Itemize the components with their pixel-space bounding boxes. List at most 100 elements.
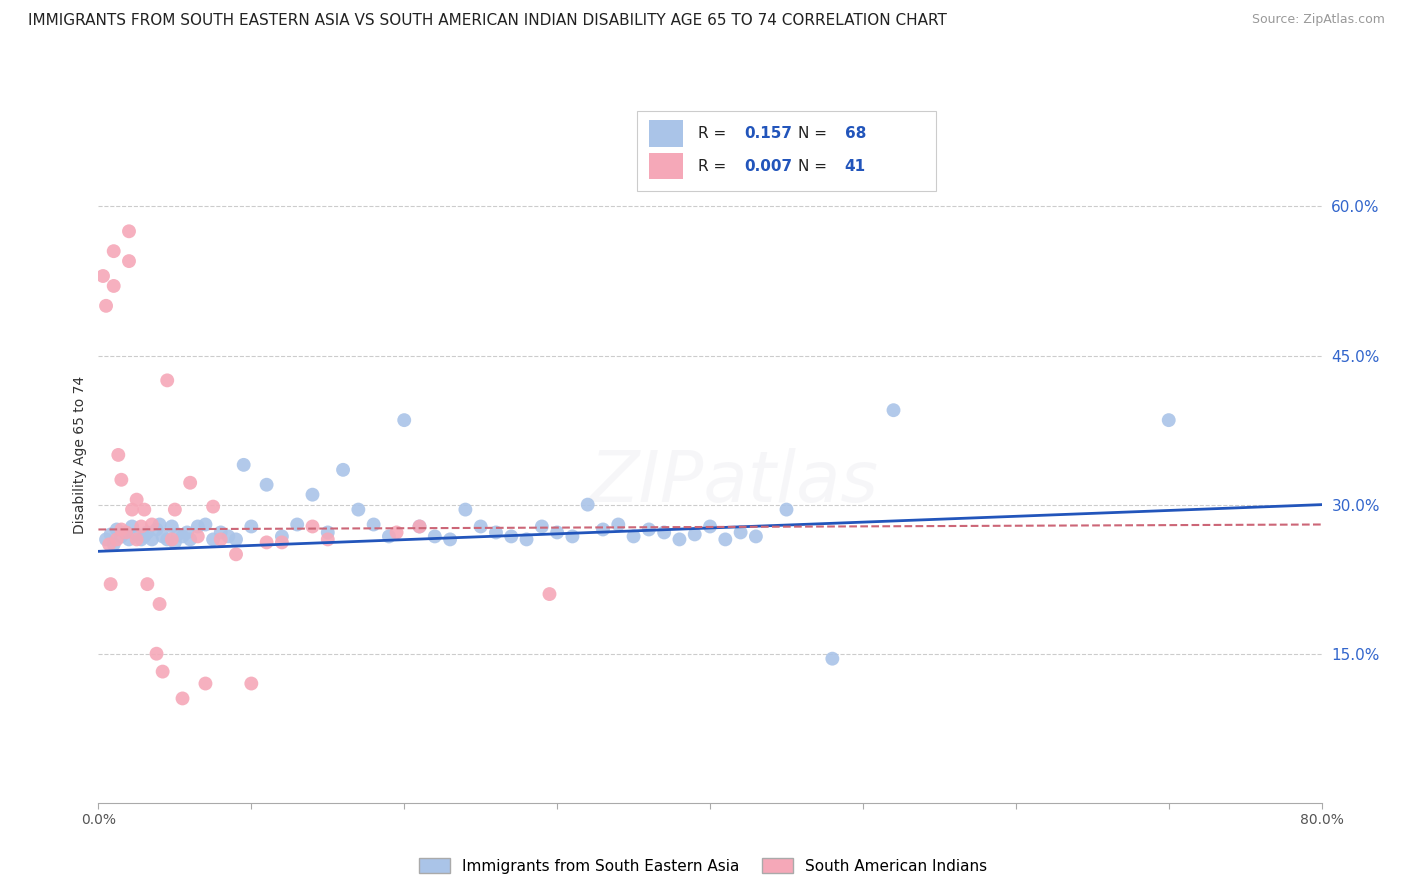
Point <box>160 533 183 547</box>
Point <box>179 475 201 490</box>
Point <box>125 533 148 547</box>
Point <box>110 473 132 487</box>
Point <box>121 519 143 533</box>
Point <box>301 519 323 533</box>
Point <box>240 519 263 533</box>
Point <box>775 502 797 516</box>
Text: 68: 68 <box>845 126 866 141</box>
Point <box>194 517 217 532</box>
Text: Source: ZipAtlas.com: Source: ZipAtlas.com <box>1251 13 1385 27</box>
Point <box>652 525 675 540</box>
Point <box>209 525 232 540</box>
Legend: Immigrants from South Eastern Asia, South American Indians: Immigrants from South Eastern Asia, Sout… <box>413 852 993 880</box>
Point <box>121 502 143 516</box>
Point <box>110 529 132 543</box>
Point <box>423 529 446 543</box>
Point <box>107 448 129 462</box>
Point <box>176 525 198 540</box>
Point <box>714 533 737 547</box>
Point <box>141 533 163 547</box>
FancyBboxPatch shape <box>637 111 936 191</box>
Point <box>115 525 138 540</box>
Point <box>118 254 141 268</box>
Point <box>316 533 339 547</box>
Point <box>217 529 239 543</box>
Point <box>385 525 408 540</box>
Text: N =: N = <box>799 159 832 174</box>
Point <box>546 525 568 540</box>
Point <box>91 268 114 283</box>
Point <box>538 587 561 601</box>
Point <box>454 502 477 516</box>
Point <box>100 577 122 591</box>
Point <box>118 533 141 547</box>
Point <box>240 676 263 690</box>
Point <box>637 523 661 537</box>
Text: R =: R = <box>697 159 731 174</box>
Point <box>163 502 186 516</box>
Text: N =: N = <box>799 126 832 141</box>
Point <box>187 529 209 543</box>
Point <box>378 529 401 543</box>
Point <box>439 533 461 547</box>
Point <box>730 525 752 540</box>
Point <box>172 529 194 543</box>
Point <box>98 537 121 551</box>
Point <box>301 488 323 502</box>
Point <box>103 244 125 259</box>
Point <box>103 279 125 293</box>
Point <box>202 500 225 514</box>
Point <box>683 527 706 541</box>
Point <box>94 533 117 547</box>
Point <box>470 519 492 533</box>
Point <box>332 463 354 477</box>
Point <box>134 502 156 516</box>
Point <box>136 577 159 591</box>
Point <box>202 533 225 547</box>
Point <box>129 519 152 533</box>
Text: 0.157: 0.157 <box>744 126 792 141</box>
Point <box>256 477 278 491</box>
Point <box>129 533 152 547</box>
Point <box>699 519 721 533</box>
Point <box>134 529 156 543</box>
Point <box>141 517 163 532</box>
Point <box>256 535 278 549</box>
Point <box>501 529 523 543</box>
Point <box>883 403 905 417</box>
Point <box>270 529 292 543</box>
Point <box>156 533 179 547</box>
Text: 0.007: 0.007 <box>744 159 793 174</box>
Point <box>103 537 125 551</box>
Point <box>347 502 370 516</box>
Point <box>125 527 148 541</box>
Point <box>187 519 209 533</box>
Point <box>270 535 292 549</box>
Point <box>392 413 416 427</box>
Text: R =: R = <box>697 126 731 141</box>
Point <box>232 458 254 472</box>
Point <box>115 525 138 540</box>
FancyBboxPatch shape <box>650 120 683 146</box>
Point <box>668 533 690 547</box>
Point <box>149 517 172 532</box>
Point <box>576 498 599 512</box>
Point <box>110 523 132 537</box>
Point <box>118 224 141 238</box>
Point <box>172 691 194 706</box>
Point <box>167 527 190 541</box>
Point <box>530 519 553 533</box>
Text: IMMIGRANTS FROM SOUTH EASTERN ASIA VS SOUTH AMERICAN INDIAN DISABILITY AGE 65 TO: IMMIGRANTS FROM SOUTH EASTERN ASIA VS SO… <box>28 13 948 29</box>
Point <box>821 651 844 665</box>
Point <box>136 525 159 540</box>
Point <box>408 519 430 533</box>
Point <box>145 647 167 661</box>
Point <box>745 529 768 543</box>
Point <box>209 533 232 547</box>
Point <box>1157 413 1180 427</box>
Point <box>160 519 183 533</box>
Point <box>94 299 117 313</box>
Point <box>607 517 630 532</box>
Point <box>516 533 538 547</box>
Point <box>145 523 167 537</box>
